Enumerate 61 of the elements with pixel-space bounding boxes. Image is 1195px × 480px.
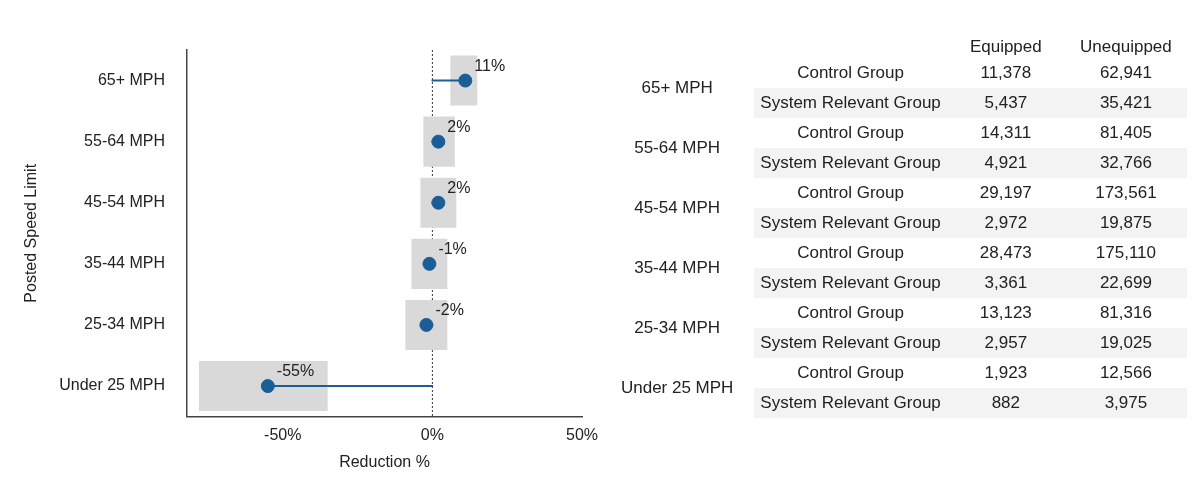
data-label: 11% bbox=[474, 56, 506, 74]
text: 81,405 bbox=[1099, 123, 1152, 142]
text: 882 bbox=[991, 393, 1020, 412]
category-label: System Relevant Group bbox=[760, 93, 941, 112]
text: 3,975 bbox=[1104, 393, 1148, 412]
text: 173,561 bbox=[1095, 183, 1157, 202]
category-label: 45-54 MPH bbox=[634, 198, 721, 217]
category-label: Control Group bbox=[797, 363, 904, 382]
data-label: 2% bbox=[447, 178, 471, 196]
data-label: -55% bbox=[276, 362, 315, 380]
data-label: -2% bbox=[435, 300, 464, 318]
text: 35,421 bbox=[1099, 93, 1152, 112]
category-label: 35-44 MPH bbox=[634, 258, 721, 277]
y-tick-label: 45-54 MPH bbox=[84, 193, 166, 211]
text: 28,473 bbox=[979, 243, 1032, 262]
data-label: -1% bbox=[438, 239, 467, 257]
y-tick-label: Under 25 MPH bbox=[59, 376, 166, 394]
text: 4,921 bbox=[984, 153, 1028, 172]
text: 81,316 bbox=[1099, 303, 1152, 322]
category-label: System Relevant Group bbox=[760, 153, 941, 172]
text: 1,923 bbox=[984, 363, 1028, 382]
x-tick-label: 50% bbox=[565, 425, 599, 443]
y-tick-label: 35-44 MPH bbox=[84, 254, 166, 272]
text: 2,972 bbox=[984, 213, 1028, 232]
text: 13,123 bbox=[979, 303, 1032, 322]
text: 22,699 bbox=[1099, 273, 1152, 292]
text: 29,197 bbox=[979, 183, 1032, 202]
text: 2,957 bbox=[984, 333, 1028, 352]
category-label: System Relevant Group bbox=[760, 333, 941, 352]
text: 14,311 bbox=[980, 123, 1032, 142]
text: 5,437 bbox=[984, 93, 1028, 112]
category-label: Control Group bbox=[797, 183, 904, 202]
category-label: System Relevant Group bbox=[760, 393, 941, 412]
text: 32,766 bbox=[1099, 153, 1152, 172]
y-tick-label: 25-34 MPH bbox=[84, 315, 166, 333]
y-tick-label: 65+ MPH bbox=[97, 70, 166, 88]
y-tick-label: 55-64 MPH bbox=[84, 132, 166, 150]
category-label: Equipped bbox=[968, 36, 1043, 58]
category-label: Control Group bbox=[797, 123, 904, 142]
category-label: Under 25 MPH bbox=[620, 378, 734, 397]
category-label: System Relevant Group bbox=[760, 273, 941, 292]
text: 12,566 bbox=[1099, 363, 1152, 382]
text: 3,361 bbox=[984, 273, 1028, 292]
x-axis-title: Reduction % bbox=[339, 452, 430, 470]
y-axis-title: Posted Speed Limit bbox=[22, 163, 40, 303]
data-label: 2% bbox=[447, 117, 471, 135]
category-label: System Relevant Group bbox=[760, 213, 941, 232]
category-label: 55-64 MPH bbox=[634, 138, 721, 157]
text: 11,378 bbox=[980, 63, 1032, 82]
category-label: Control Group bbox=[797, 303, 904, 322]
text: 19,025 bbox=[1099, 333, 1152, 352]
category-label: Control Group bbox=[797, 243, 904, 262]
text: 19,875 bbox=[1099, 213, 1152, 232]
category-label: Control Group bbox=[797, 63, 904, 82]
x-tick-label: 0% bbox=[420, 425, 444, 443]
text: 175,110 bbox=[1095, 243, 1157, 262]
category-label: 65+ MPH bbox=[641, 78, 713, 97]
category-label: Unequipped bbox=[1079, 36, 1173, 58]
text: 62,941 bbox=[1099, 63, 1152, 82]
x-tick-label: -50% bbox=[264, 425, 302, 443]
category-label: 25-34 MPH bbox=[634, 318, 721, 337]
